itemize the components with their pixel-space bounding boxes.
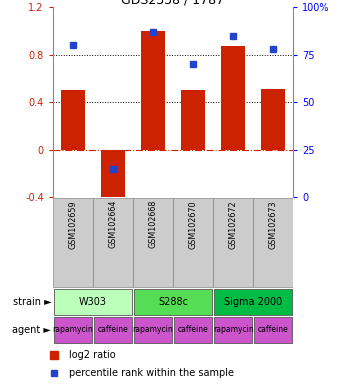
Bar	[93, 198, 133, 287]
Bar	[134, 317, 172, 343]
Text: strain ►: strain ►	[13, 296, 51, 307]
Bar	[61, 91, 85, 150]
Text: rapamycin: rapamycin	[133, 325, 174, 334]
Bar	[213, 198, 253, 287]
Bar	[53, 198, 93, 287]
Text: Sigma 2000: Sigma 2000	[224, 296, 282, 307]
Text: GSM102670: GSM102670	[189, 200, 197, 248]
Bar	[221, 46, 245, 150]
Text: S288c: S288c	[158, 296, 188, 307]
Bar	[214, 289, 292, 314]
Text: GSM102673: GSM102673	[269, 200, 278, 248]
Bar	[173, 198, 213, 287]
Bar	[214, 317, 252, 343]
Bar	[261, 89, 285, 150]
Text: GSM102664: GSM102664	[108, 200, 117, 248]
Title: GDS2338 / 1787: GDS2338 / 1787	[121, 0, 225, 6]
Bar	[253, 198, 293, 287]
Bar	[141, 31, 165, 150]
Bar	[94, 317, 132, 343]
Text: W303: W303	[79, 296, 107, 307]
Text: GSM102672: GSM102672	[229, 200, 238, 249]
Text: GSM102668: GSM102668	[149, 200, 158, 248]
Text: caffeine: caffeine	[178, 325, 208, 334]
Bar	[133, 198, 173, 287]
Text: agent ►: agent ►	[12, 324, 51, 335]
Bar	[54, 317, 92, 343]
Text: rapamycin: rapamycin	[53, 325, 93, 334]
Text: percentile rank within the sample: percentile rank within the sample	[69, 367, 234, 377]
Text: log2 ratio: log2 ratio	[69, 350, 116, 360]
Bar	[101, 150, 125, 205]
Bar	[181, 91, 205, 150]
Text: rapamycin: rapamycin	[213, 325, 254, 334]
Text: caffeine: caffeine	[258, 325, 288, 334]
Text: caffeine: caffeine	[98, 325, 128, 334]
Text: GSM102659: GSM102659	[69, 200, 77, 249]
Bar	[174, 317, 212, 343]
Bar	[134, 289, 212, 314]
Bar	[254, 317, 292, 343]
Bar	[54, 289, 132, 314]
